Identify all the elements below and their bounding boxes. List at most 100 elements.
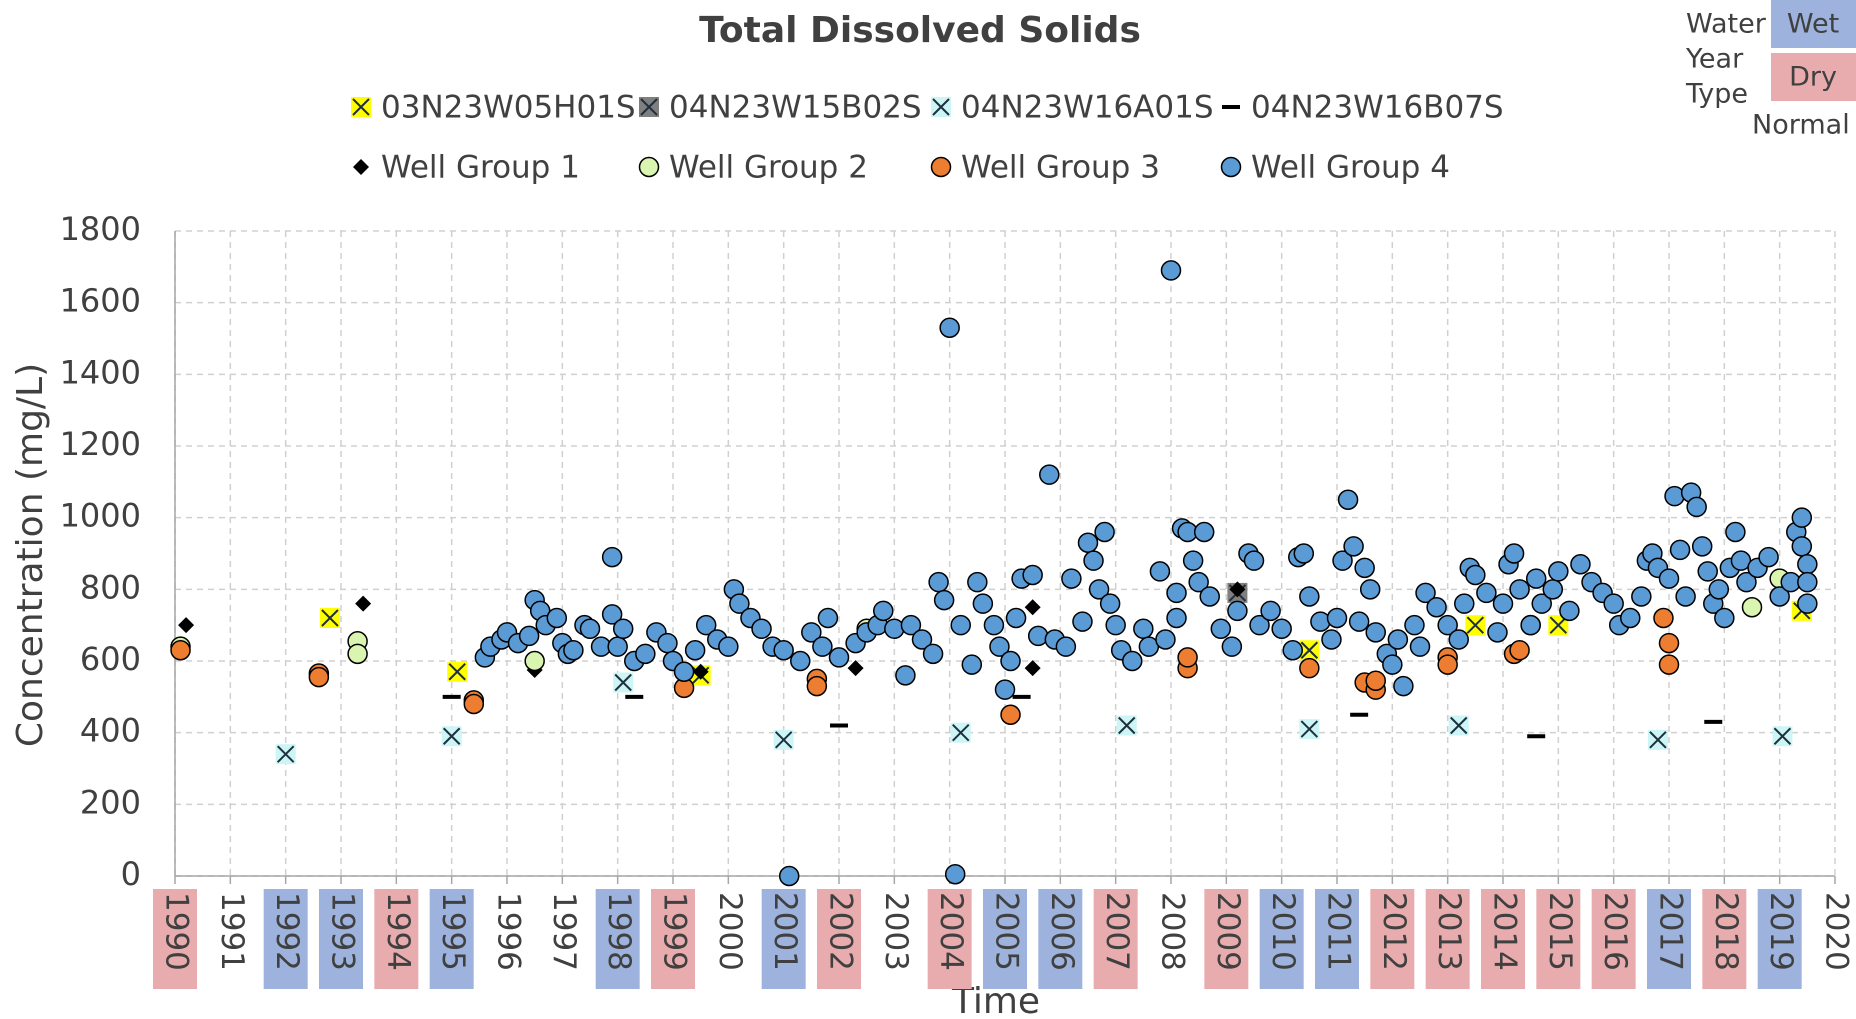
data-point xyxy=(1299,657,1320,679)
data-point xyxy=(1714,607,1735,629)
x-tick-label: 2000 xyxy=(712,892,748,971)
data-point xyxy=(1658,632,1680,654)
data-point xyxy=(1343,536,1364,557)
data-point xyxy=(817,607,839,629)
marker-shape xyxy=(1509,640,1530,661)
x-tick-label: 2019 xyxy=(1763,892,1799,971)
data-point xyxy=(1260,600,1281,622)
marker-shape xyxy=(684,640,706,661)
marker-shape xyxy=(1365,622,1386,643)
data-point xyxy=(1024,599,1041,616)
marker-shape xyxy=(1166,582,1187,604)
marker-shape xyxy=(353,159,369,175)
marker-shape xyxy=(1221,636,1243,657)
data-point xyxy=(1487,622,1508,643)
marker-shape xyxy=(1243,550,1265,571)
data-point xyxy=(950,614,971,636)
data-point xyxy=(1797,571,1818,593)
data-point xyxy=(1393,675,1414,697)
data-point xyxy=(275,744,296,765)
data-point xyxy=(612,618,634,639)
chart-title: Total Dissolved Solids xyxy=(699,10,1141,51)
data-point xyxy=(170,640,191,661)
x-tick-label: 2012 xyxy=(1376,892,1412,971)
marker-shape xyxy=(1466,616,1485,634)
x-tick-label: 1991 xyxy=(214,892,250,971)
marker-shape xyxy=(950,614,971,636)
marker-shape xyxy=(1675,586,1696,607)
legend-label: Well Group 2 xyxy=(669,150,868,186)
data-point xyxy=(1199,586,1220,607)
data-point xyxy=(695,614,717,636)
data-point xyxy=(1603,593,1624,614)
marker-shape xyxy=(729,593,750,614)
year-type-band xyxy=(374,889,419,989)
x-tick-label: 1990 xyxy=(159,892,195,971)
marker-shape xyxy=(817,607,839,629)
marker-shape xyxy=(1005,607,1027,629)
marker-shape xyxy=(1509,579,1530,600)
data-point xyxy=(950,722,971,743)
y-tick-label: 1800 xyxy=(60,210,141,248)
marker-shape xyxy=(873,600,894,622)
marker-shape xyxy=(1559,600,1580,622)
x-tick-label: 1992 xyxy=(269,892,305,971)
marker-shape xyxy=(1326,607,1348,629)
marker-shape xyxy=(1531,593,1552,614)
data-point xyxy=(546,607,568,629)
marker-shape xyxy=(961,654,983,675)
marker-shape xyxy=(1024,660,1041,677)
legend-marker xyxy=(351,97,371,117)
marker-shape xyxy=(448,663,466,681)
data-point xyxy=(1548,561,1569,582)
year-type-band xyxy=(1757,889,1802,989)
marker-shape xyxy=(1077,532,1099,553)
marker-shape xyxy=(1024,599,1041,616)
data-point xyxy=(1299,640,1320,661)
data-point xyxy=(1166,607,1187,629)
marker-shape xyxy=(673,661,695,682)
marker-shape xyxy=(1271,618,1292,639)
data-point xyxy=(1708,579,1730,600)
data-point xyxy=(1686,496,1707,518)
x-tick-label: 2011 xyxy=(1321,892,1357,971)
data-point xyxy=(1005,607,1027,629)
data-point xyxy=(1354,557,1375,579)
marker-shape xyxy=(1649,731,1667,749)
data-point xyxy=(718,636,739,657)
marker-shape xyxy=(1658,568,1680,589)
data-point xyxy=(1658,568,1680,589)
data-point xyxy=(1122,650,1143,672)
data-point xyxy=(1448,715,1469,736)
marker-shape xyxy=(928,571,949,593)
data-point xyxy=(1055,636,1077,657)
marker-shape xyxy=(1343,536,1364,557)
marker-shape xyxy=(1199,586,1220,607)
marker-shape xyxy=(347,643,368,665)
year-type-band xyxy=(761,889,806,989)
marker-shape xyxy=(1310,611,1331,632)
marker-shape xyxy=(638,156,660,178)
data-point xyxy=(1520,614,1541,636)
marker-shape xyxy=(828,647,850,668)
data-point xyxy=(884,618,905,639)
x-tick-label: 2020 xyxy=(1819,892,1855,971)
x-tick-label: 2002 xyxy=(823,892,859,971)
marker-shape xyxy=(1099,593,1121,614)
marker-shape xyxy=(972,593,994,614)
data-point xyxy=(1454,593,1475,614)
marker-shape xyxy=(1725,521,1746,543)
data-point xyxy=(692,663,709,680)
marker-shape xyxy=(967,571,988,593)
marker-shape xyxy=(718,636,739,657)
data-point xyxy=(729,593,750,614)
data-point xyxy=(773,640,794,661)
marker-shape xyxy=(635,643,656,665)
data-point xyxy=(1365,622,1386,643)
legend-label: 04N23W16A01S xyxy=(961,90,1214,126)
year-type-band xyxy=(651,889,695,989)
year-type-band xyxy=(1425,889,1470,989)
data-point xyxy=(1337,489,1359,510)
data-point xyxy=(972,593,994,614)
year-type-band xyxy=(1315,889,1359,989)
